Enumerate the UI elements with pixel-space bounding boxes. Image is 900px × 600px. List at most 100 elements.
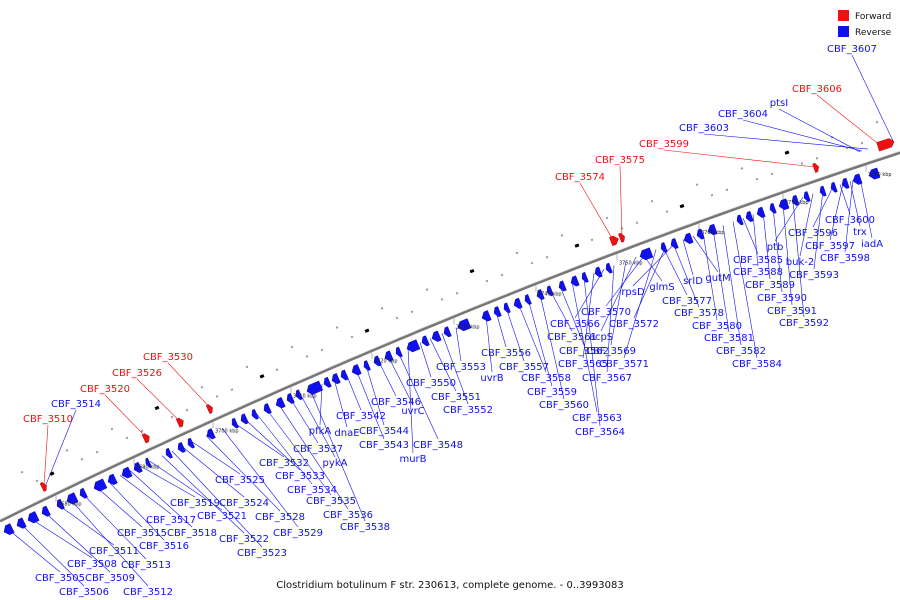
label-leader-line xyxy=(495,311,507,348)
gene-marker xyxy=(154,405,160,411)
gene-arrow-cbf-3517[interactable] xyxy=(120,466,133,480)
gene-arrow-cbf-3535[interactable] xyxy=(294,389,303,401)
label-leader-line xyxy=(583,276,601,427)
gene-arrow-cbf-3574[interactable] xyxy=(609,235,620,247)
gene-arrow-cbf-3578[interactable] xyxy=(802,191,811,202)
gene-arrow-cbf-3606[interactable] xyxy=(876,137,896,152)
gene-marker xyxy=(200,385,204,389)
gene-marker xyxy=(49,471,55,476)
gene-arrow-cbf-3570[interactable] xyxy=(735,214,744,226)
gene-arrow-pfka[interactable] xyxy=(350,364,362,376)
gene-arrow-glms[interactable] xyxy=(777,198,790,211)
gene-arrow-cbf-3551[interactable] xyxy=(480,310,492,322)
gene-arrow-acps[interactable] xyxy=(706,223,718,236)
label-leader-line xyxy=(167,362,211,408)
gene-arrow-cbf-3537[interactable] xyxy=(322,376,332,389)
gene-arrow-cbf-3519[interactable] xyxy=(144,457,153,469)
gene-label-cbf-3574: CBF_3574 xyxy=(555,172,605,183)
label-leader-line xyxy=(539,293,565,400)
gene-arrow-cbf-3520[interactable] xyxy=(141,432,151,444)
gene-arrow-cbf-3525[interactable] xyxy=(230,417,239,429)
gene-label-cbf-3550: CBF_3550 xyxy=(406,378,456,389)
gene-label-cbf-3598: CBF_3598 xyxy=(820,253,870,264)
label-leader-line xyxy=(662,246,688,296)
gene-marker xyxy=(65,449,69,452)
label-leader-line xyxy=(559,286,585,346)
label-leader-line xyxy=(136,378,181,422)
gene-label-cbf-3521: CBF_3521 xyxy=(197,511,247,522)
gene-arrow-cbf-3571[interactable] xyxy=(744,211,754,222)
label-leader-line xyxy=(816,94,881,146)
gene-arrow-cbf-3546[interactable] xyxy=(405,339,421,354)
gene-arrow-cbf-3548[interactable] xyxy=(430,330,442,343)
gene-marker xyxy=(755,177,759,181)
label-leader-line xyxy=(812,186,834,228)
gene-arrow-dnae[interactable] xyxy=(362,360,371,371)
gene-label-cbf-3529: CBF_3529 xyxy=(273,528,323,539)
gene-arrow-cbf-3561[interactable] xyxy=(580,271,589,283)
gene-label-cbf-3564: CBF_3564 xyxy=(575,427,625,438)
gene-label-cbf-3530: CBF_3530 xyxy=(143,352,193,363)
gene-label-cbf-3604: CBF_3604 xyxy=(718,109,768,120)
gene-marker xyxy=(485,279,489,283)
gene-arrow-cbf-3543[interactable] xyxy=(383,350,394,363)
gene-arrow-cbf-3512[interactable] xyxy=(65,492,79,506)
gene-arrow-cbf-3581[interactable] xyxy=(851,173,863,186)
gene-arrow-cbf-3556[interactable] xyxy=(523,294,532,305)
gene-arrow-murb[interactable] xyxy=(442,326,452,339)
scale-tick-label: 3710 kbp xyxy=(293,394,317,400)
gene-arrow-pyka[interactable] xyxy=(330,373,341,385)
gene-arrow-cbf-3518[interactable] xyxy=(132,461,143,474)
gene-marker xyxy=(635,221,639,225)
gene-label-cbf-3523: CBF_3523 xyxy=(237,548,287,559)
gene-arrow-cbf-3505[interactable] xyxy=(2,523,15,537)
gene-arrow-cbf-3526[interactable] xyxy=(175,417,185,428)
gene-arrow-cbf-3510[interactable] xyxy=(39,481,48,492)
gene-arrow-cbf-3530[interactable] xyxy=(205,403,214,414)
gene-arrow-cbf-3529[interactable] xyxy=(250,408,259,420)
gene-arrow-uvrb[interactable] xyxy=(512,297,523,310)
label-leader-line xyxy=(579,182,614,240)
label-leader-line xyxy=(377,359,397,397)
gene-arrow-rpsd[interactable] xyxy=(768,202,777,214)
gene-arrow-cbf-3538[interactable] xyxy=(339,369,349,382)
gene-arrow-cbf-3524[interactable] xyxy=(205,428,216,441)
label-leader-line xyxy=(732,221,758,359)
gene-label-cbf-3597: CBF_3597 xyxy=(805,241,855,252)
gene-arrow-cbf-3552[interactable] xyxy=(492,306,502,318)
gene-arrow-cbf-3580[interactable] xyxy=(840,177,850,189)
gene-arrow-cbf-3528[interactable] xyxy=(239,413,249,426)
gene-arrow-cbf-3564[interactable] xyxy=(638,247,654,262)
gene-arrow-cbf-3560[interactable] xyxy=(569,275,580,288)
gene-marker xyxy=(185,408,189,412)
scale-tick-label: 3770 kbp xyxy=(785,200,809,206)
gene-label-cbf-3578: CBF_3578 xyxy=(674,308,724,319)
gene-arrow-cbf-3567[interactable] xyxy=(682,232,694,245)
gene-arrow-cbf-3521[interactable] xyxy=(164,447,173,459)
gene-arrow-cbf-3550[interactable] xyxy=(456,318,472,333)
gene-arrow-cbf-3553[interactable] xyxy=(502,302,511,314)
gene-arrow-cbf-3562[interactable] xyxy=(593,266,603,278)
gene-arrow-cbf-3515[interactable] xyxy=(92,478,108,493)
gene-arrow-cbf-3523[interactable] xyxy=(186,437,195,449)
gene-arrow-cbf-3508[interactable] xyxy=(26,511,40,524)
gene-marker xyxy=(230,388,234,392)
gene-arrow-cbf-3533[interactable] xyxy=(274,397,286,409)
gene-arrow-cbf-3557[interactable] xyxy=(535,289,545,301)
gene-label-iada: iadA xyxy=(861,239,883,250)
gene-arrow-cbf-3544[interactable] xyxy=(394,346,403,358)
label-leader-line xyxy=(104,394,147,438)
gene-arrow-cbf-3569[interactable] xyxy=(695,228,705,240)
gene-arrow-cbf-3575[interactable] xyxy=(618,232,626,243)
gene-arrow-cbf-3522[interactable] xyxy=(176,441,186,454)
gene-arrow-cbf-3599[interactable] xyxy=(812,162,821,173)
gene-arrow-cbf-3532[interactable] xyxy=(262,403,272,415)
gene-arrow-cbf-3563[interactable] xyxy=(604,262,613,274)
gene-arrow-gutm[interactable] xyxy=(829,181,838,193)
gene-arrow-uvrc[interactable] xyxy=(420,335,430,348)
gene-arrow-cbf-3582[interactable] xyxy=(867,167,881,181)
gene-marker xyxy=(440,298,444,301)
label-leader-line xyxy=(129,470,193,528)
label-leader-line xyxy=(752,214,759,267)
label-leader-line xyxy=(610,260,627,346)
